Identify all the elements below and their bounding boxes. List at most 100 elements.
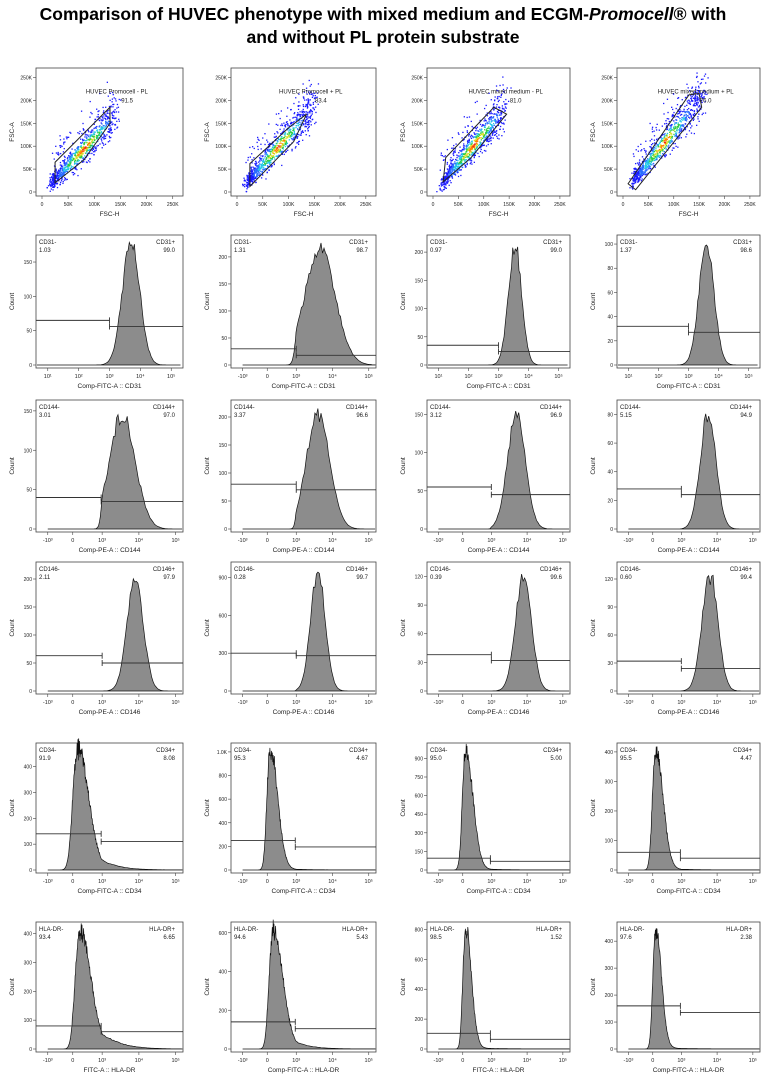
- event-dot: [655, 145, 657, 148]
- event-dot: [639, 176, 641, 178]
- event-dot: [256, 174, 258, 176]
- event-dot: [443, 188, 445, 191]
- x-tick-label: 10⁵: [365, 878, 373, 885]
- event-dot: [441, 184, 443, 186]
- y-tick-label: 800: [219, 774, 228, 780]
- event-dot: [277, 156, 279, 158]
- y-tick-label: 50: [221, 499, 227, 505]
- x-tick-label: 150K: [503, 202, 515, 208]
- event-dot: [97, 113, 99, 116]
- event-dot: [273, 144, 276, 147]
- event-dot: [292, 129, 295, 131]
- event-dot: [242, 184, 245, 186]
- event-dot: [636, 176, 638, 178]
- event-dot: [689, 123, 691, 125]
- event-dot: [658, 149, 661, 152]
- event-dot: [252, 172, 254, 174]
- event-dot: [264, 163, 266, 165]
- event-dot: [57, 178, 59, 181]
- event-dot: [83, 145, 85, 148]
- event-dot: [256, 168, 258, 171]
- event-dot: [102, 106, 104, 109]
- event-dot: [452, 168, 455, 170]
- event-dot: [645, 150, 647, 152]
- event-dot: [471, 125, 473, 128]
- event-dot: [505, 98, 507, 101]
- x-tick-label: 10³: [677, 700, 685, 706]
- event-dot: [315, 106, 317, 108]
- event-dot: [643, 167, 646, 169]
- event-dot: [73, 158, 75, 160]
- event-dot: [479, 119, 481, 122]
- event-dot: [303, 96, 305, 98]
- event-dot: [110, 127, 112, 129]
- y-tick-label: 100: [219, 471, 228, 477]
- event-dot: [668, 136, 671, 138]
- event-dot: [506, 103, 508, 105]
- event-dot: [109, 127, 111, 129]
- event-dot: [686, 115, 688, 117]
- event-dot: [63, 147, 65, 150]
- event-dot: [440, 189, 442, 191]
- event-dot: [696, 104, 699, 106]
- event-dot: [51, 184, 54, 186]
- event-dot: [666, 117, 668, 120]
- x-tick-label: 10⁴: [135, 878, 144, 885]
- event-dot: [478, 144, 480, 147]
- event-dot: [296, 137, 298, 139]
- x-tick-label: -10³: [624, 1058, 634, 1064]
- event-dot: [642, 170, 644, 173]
- event-dot: [448, 168, 451, 170]
- event-dot: [674, 130, 676, 133]
- event-dot: [665, 143, 668, 145]
- event-dot: [454, 168, 457, 170]
- event-dot: [313, 108, 315, 111]
- event-dot: [70, 167, 72, 170]
- event-dot: [680, 121, 682, 123]
- x-tick-label: 0: [71, 1058, 74, 1064]
- event-dot: [449, 159, 452, 161]
- event-dot: [493, 128, 495, 130]
- event-dot: [683, 115, 685, 117]
- event-dot: [281, 164, 283, 167]
- event-dot: [315, 121, 317, 123]
- event-dot: [645, 163, 647, 166]
- event-dot: [264, 149, 267, 151]
- event-dot: [257, 161, 260, 163]
- event-dot: [441, 190, 443, 192]
- event-dot: [675, 136, 677, 138]
- title-part: Comparison of HUVEC phenotype with mixed…: [39, 4, 589, 24]
- event-dot: [102, 133, 105, 135]
- event-dot: [492, 126, 494, 129]
- event-dot: [64, 156, 66, 159]
- event-dot: [467, 139, 469, 142]
- event-dot: [81, 132, 83, 135]
- event-dot: [285, 137, 287, 140]
- event-dot: [477, 133, 479, 135]
- event-dot: [456, 161, 458, 164]
- event-dot: [92, 151, 95, 153]
- event-dot: [104, 117, 107, 120]
- event-dot: [678, 116, 680, 119]
- y-tick-label: 150: [24, 409, 33, 415]
- event-dot: [698, 90, 701, 93]
- x-tick-label: 10⁴: [714, 373, 723, 380]
- event-dot: [109, 122, 112, 125]
- event-dot: [653, 155, 655, 158]
- event-dot: [653, 159, 656, 162]
- event-dot: [670, 135, 673, 137]
- event-dot: [90, 131, 92, 134]
- event-dot: [305, 116, 308, 119]
- event-dot: [105, 106, 107, 108]
- event-dot: [653, 165, 655, 167]
- event-dot: [466, 153, 468, 155]
- event-dot: [309, 112, 311, 114]
- event-dot: [66, 168, 69, 171]
- event-dot: [698, 104, 701, 107]
- event-dot: [474, 101, 477, 104]
- event-dot: [303, 111, 305, 113]
- event-dot: [645, 140, 647, 142]
- event-dot: [670, 124, 673, 127]
- x-axis-label: Comp-PE-A :: CD144: [273, 547, 335, 554]
